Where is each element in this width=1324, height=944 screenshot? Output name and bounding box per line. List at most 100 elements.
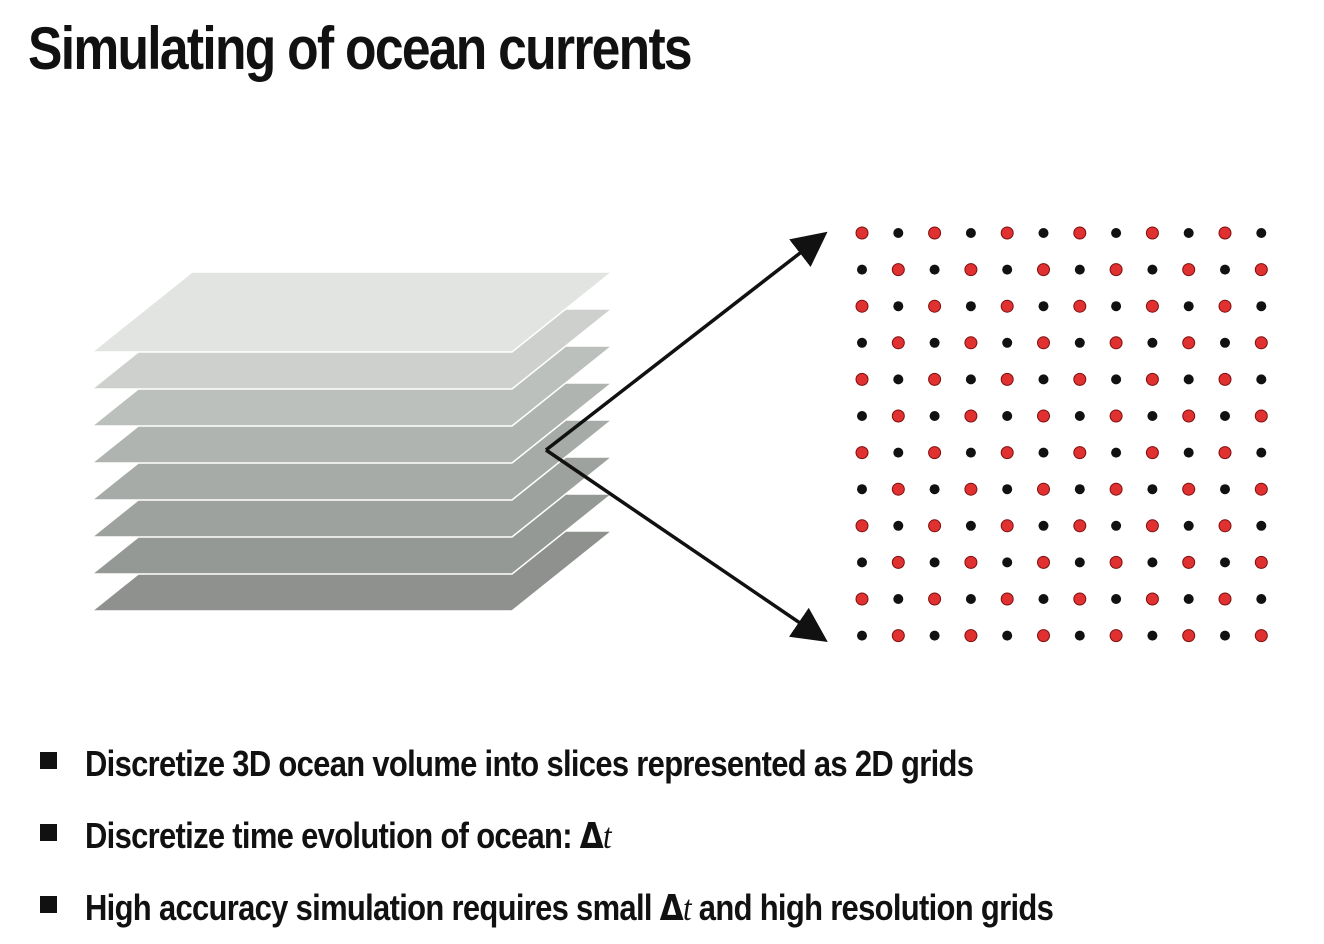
grid-point-black — [893, 228, 903, 238]
grid-point-black — [857, 338, 867, 348]
grid-point-red — [929, 520, 941, 532]
2d-grid — [856, 227, 1267, 642]
grid-point-black — [1256, 374, 1266, 384]
grid-point-red — [965, 630, 977, 642]
grid-point-red — [1255, 556, 1267, 568]
grid-point-red — [929, 373, 941, 385]
grid-point-red — [1255, 410, 1267, 422]
ocean-discretization-diagram — [0, 0, 1324, 700]
grid-point-black — [1256, 448, 1266, 458]
grid-point-black — [1002, 557, 1012, 567]
grid-point-red — [892, 630, 904, 642]
grid-point-black — [1147, 631, 1157, 641]
grid-point-red — [1110, 630, 1122, 642]
time-variable: t — [603, 816, 611, 856]
grid-point-black — [893, 374, 903, 384]
grid-point-red — [929, 227, 941, 239]
grid-point-red — [1110, 337, 1122, 349]
grid-point-red — [965, 337, 977, 349]
grid-point-black — [1111, 521, 1121, 531]
grid-point-red — [965, 410, 977, 422]
ocean-slice-stack — [92, 272, 612, 611]
grid-point-red — [929, 300, 941, 312]
time-variable: t — [683, 888, 691, 928]
grid-point-red — [1038, 556, 1050, 568]
bullet-square-icon — [40, 752, 57, 769]
grid-point-red — [892, 483, 904, 495]
grid-point-black — [1256, 228, 1266, 238]
grid-point-red — [1146, 300, 1158, 312]
grid-point-black — [857, 411, 867, 421]
grid-point-black — [1220, 631, 1230, 641]
grid-point-black — [1220, 265, 1230, 275]
bullet-text-segment: Discretize 3D ocean volume into slices r… — [85, 743, 973, 784]
grid-point-black — [893, 594, 903, 604]
grid-point-red — [1074, 227, 1086, 239]
grid-point-red — [1219, 227, 1231, 239]
bullet-text: Discretize time evolution of ocean: Δt — [85, 815, 611, 857]
bullet-item-1: Discretize 3D ocean volume into slices r… — [40, 728, 1211, 800]
bullet-item-3: High accuracy simulation requires small … — [40, 872, 1211, 944]
bullet-square-icon — [40, 896, 57, 913]
grid-point-red — [1183, 483, 1195, 495]
grid-point-black — [1039, 301, 1049, 311]
grid-point-black — [1039, 228, 1049, 238]
grid-point-red — [1038, 410, 1050, 422]
grid-point-red — [1110, 556, 1122, 568]
grid-point-red — [856, 227, 868, 239]
grid-point-red — [1255, 337, 1267, 349]
grid-point-red — [1001, 447, 1013, 459]
grid-point-black — [1256, 301, 1266, 311]
grid-point-red — [1110, 264, 1122, 276]
grid-point-black — [1039, 594, 1049, 604]
grid-point-black — [1075, 557, 1085, 567]
grid-point-black — [966, 301, 976, 311]
grid-point-black — [1111, 228, 1121, 238]
grid-point-red — [965, 556, 977, 568]
grid-point-black — [1220, 557, 1230, 567]
grid-point-red — [1219, 447, 1231, 459]
grid-point-black — [857, 265, 867, 275]
grid-point-red — [1074, 373, 1086, 385]
grid-point-red — [1038, 483, 1050, 495]
grid-point-black — [1184, 301, 1194, 311]
grid-point-red — [892, 410, 904, 422]
grid-point-black — [857, 484, 867, 494]
grid-point-red — [1183, 410, 1195, 422]
grid-point-red — [1219, 300, 1231, 312]
grid-point-red — [965, 264, 977, 276]
grid-point-red — [1001, 520, 1013, 532]
grid-point-red — [1074, 593, 1086, 605]
bullet-text-segment: Discretize time evolution of ocean: — [85, 815, 580, 856]
grid-point-black — [1256, 594, 1266, 604]
bullet-text: Discretize 3D ocean volume into slices r… — [85, 743, 973, 785]
grid-point-red — [1146, 593, 1158, 605]
grid-point-black — [1111, 448, 1121, 458]
grid-point-black — [1111, 594, 1121, 604]
grid-point-red — [1146, 447, 1158, 459]
grid-point-black — [1184, 594, 1194, 604]
grid-point-red — [856, 520, 868, 532]
grid-point-black — [966, 594, 976, 604]
grid-point-black — [966, 374, 976, 384]
grid-point-black — [1002, 338, 1012, 348]
grid-point-black — [1184, 228, 1194, 238]
grid-point-black — [1184, 448, 1194, 458]
grid-point-red — [1146, 227, 1158, 239]
bullet-square-icon — [40, 824, 57, 841]
grid-point-black — [966, 521, 976, 531]
grid-point-black — [1002, 411, 1012, 421]
grid-point-black — [1184, 521, 1194, 531]
grid-point-red — [1001, 227, 1013, 239]
grid-point-black — [1147, 484, 1157, 494]
grid-point-red — [929, 447, 941, 459]
grid-point-black — [1002, 631, 1012, 641]
grid-point-black — [893, 301, 903, 311]
grid-point-red — [1074, 447, 1086, 459]
grid-point-black — [1147, 265, 1157, 275]
grid-point-red — [1183, 556, 1195, 568]
grid-point-red — [856, 447, 868, 459]
grid-point-black — [1075, 484, 1085, 494]
grid-point-black — [1039, 374, 1049, 384]
grid-point-red — [1110, 410, 1122, 422]
